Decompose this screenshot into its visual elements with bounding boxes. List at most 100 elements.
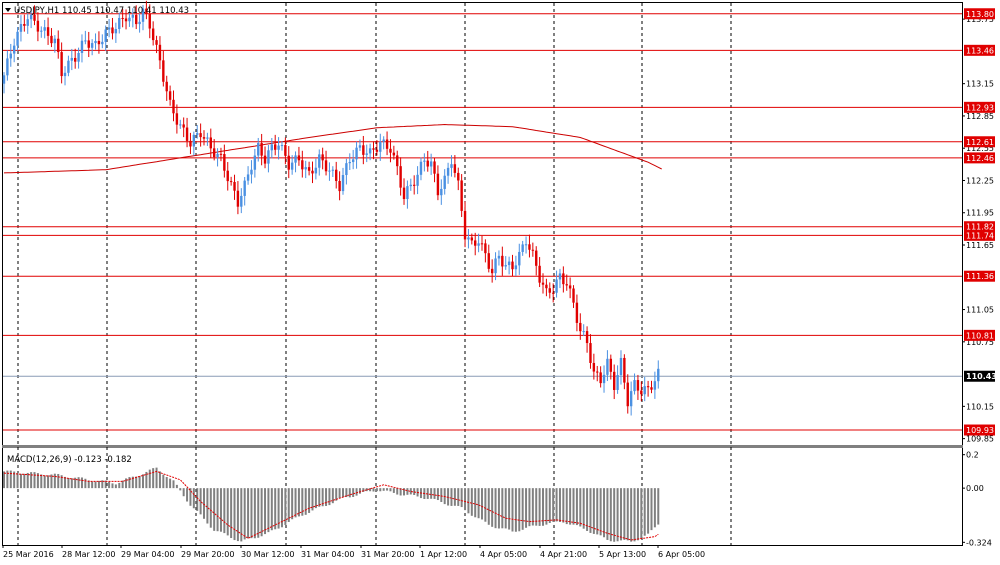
candle-body bbox=[12, 45, 16, 54]
macd-bar bbox=[342, 488, 344, 497]
candle-body bbox=[172, 99, 175, 114]
candle-body bbox=[423, 160, 426, 162]
chart-header[interactable]: USDJPY,H1 110.45 110.47 110.41 110.43 bbox=[5, 6, 189, 16]
time-tick-label: 28 Mar 12:00 bbox=[62, 550, 115, 559]
candle-body bbox=[460, 180, 463, 211]
price-tick-label: 112.25 bbox=[966, 176, 994, 185]
price-tick-label: 111.95 bbox=[966, 209, 994, 218]
candle-body bbox=[497, 255, 501, 259]
macd-bar bbox=[345, 488, 348, 498]
macd-signal-line bbox=[3, 470, 659, 541]
macd-bar bbox=[538, 488, 541, 526]
candle-body bbox=[487, 253, 490, 269]
candle-body bbox=[596, 371, 599, 373]
macd-bar bbox=[47, 475, 50, 489]
candle-body bbox=[263, 155, 267, 164]
candle-body bbox=[182, 124, 185, 128]
macd-bar bbox=[572, 488, 575, 525]
macd-bar bbox=[260, 488, 263, 537]
candle-body bbox=[470, 237, 474, 241]
candle-body bbox=[128, 17, 131, 22]
candle-body bbox=[199, 133, 202, 138]
candle-body bbox=[419, 161, 423, 175]
candle-body bbox=[548, 288, 551, 293]
candle-body bbox=[304, 167, 307, 170]
macd-bar bbox=[480, 488, 483, 520]
candle-body bbox=[307, 167, 311, 171]
candle-body bbox=[511, 261, 514, 270]
candle-body bbox=[280, 145, 284, 147]
candle-body bbox=[385, 139, 389, 149]
macd-bar bbox=[379, 488, 382, 492]
macd-bar bbox=[280, 488, 283, 528]
candle-body bbox=[507, 261, 511, 266]
candle-body bbox=[616, 375, 619, 390]
candle-body bbox=[145, 8, 148, 14]
macd-bar bbox=[267, 488, 270, 533]
macd-bar bbox=[528, 488, 531, 527]
macd-bar bbox=[3, 471, 5, 489]
macd-bar bbox=[477, 488, 480, 519]
candle-body bbox=[650, 387, 653, 390]
candle-body bbox=[118, 17, 121, 29]
macd-bar bbox=[616, 488, 619, 542]
macd-bar bbox=[369, 488, 372, 492]
candle-body bbox=[433, 161, 436, 174]
candle-body bbox=[345, 163, 348, 176]
macd-bar bbox=[179, 488, 182, 491]
candle-body bbox=[582, 331, 585, 333]
macd-bar bbox=[182, 488, 185, 497]
candle-body bbox=[185, 127, 189, 141]
macd-bar bbox=[436, 488, 439, 501]
macd-bar bbox=[375, 488, 378, 492]
macd-bar bbox=[504, 488, 507, 529]
macd-bar bbox=[599, 488, 602, 536]
candle-body bbox=[141, 8, 145, 22]
macd-bar bbox=[152, 468, 155, 489]
time-grid bbox=[17, 3, 732, 545]
macd-bar bbox=[643, 488, 646, 536]
macd-bar bbox=[623, 488, 626, 540]
macd-bar bbox=[470, 488, 473, 516]
macd-bar bbox=[250, 488, 253, 539]
macd-bar bbox=[331, 488, 334, 504]
candle-body bbox=[633, 380, 636, 392]
candle-body bbox=[467, 237, 470, 240]
macd-title: MACD(12,26,9) -0.123 -0.182 bbox=[7, 455, 132, 465]
dropdown-arrow-icon[interactable] bbox=[5, 8, 11, 12]
macd-bar bbox=[382, 488, 385, 491]
candle-body bbox=[348, 162, 351, 164]
candle-body bbox=[528, 244, 531, 250]
candle-body bbox=[463, 210, 467, 240]
macd-bar bbox=[145, 471, 148, 489]
macd-bar bbox=[372, 488, 375, 492]
candle-body bbox=[341, 175, 345, 192]
level-price-box bbox=[964, 8, 995, 20]
macd-bar bbox=[328, 488, 331, 506]
macd-bar bbox=[172, 480, 175, 489]
candle-body bbox=[138, 21, 141, 25]
macd-bar bbox=[589, 488, 592, 533]
macd-bar bbox=[514, 488, 517, 532]
macd-bar bbox=[135, 476, 138, 489]
macd-tick-label: -0.324 bbox=[966, 538, 992, 547]
macd-bar bbox=[121, 480, 124, 489]
candle-body bbox=[223, 154, 226, 171]
macd-bar bbox=[264, 488, 267, 535]
candle-body bbox=[311, 170, 314, 174]
macd-bar bbox=[552, 488, 555, 522]
macd-bar bbox=[609, 488, 612, 542]
macd-bar bbox=[297, 488, 300, 517]
candle-body bbox=[606, 358, 609, 375]
macd-bar bbox=[253, 488, 256, 539]
macd-bar bbox=[94, 481, 97, 489]
candle-body bbox=[16, 31, 19, 46]
candle-body bbox=[640, 390, 643, 395]
candle-body bbox=[202, 137, 206, 139]
macd-bar bbox=[542, 488, 545, 526]
candle-body bbox=[406, 186, 409, 200]
level-price-box bbox=[964, 152, 995, 164]
candle-body bbox=[107, 27, 111, 30]
candle-body bbox=[233, 181, 236, 191]
